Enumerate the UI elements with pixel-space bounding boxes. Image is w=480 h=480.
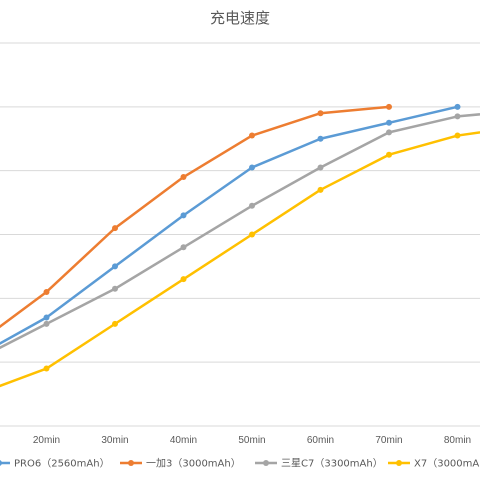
data-point	[386, 103, 392, 110]
data-point	[180, 212, 187, 219]
chart-title: 充电速度	[210, 9, 270, 27]
legend-swatch-marker	[263, 460, 269, 466]
legend-label: PRO6（2560mAh）	[14, 458, 110, 470]
x-axis-tick-labels: 20min 30min 40min 50min 60min 70min 80min	[33, 435, 471, 446]
legend-item: X7（3000mAh）	[388, 458, 480, 470]
x-tick-label: 60min	[307, 435, 334, 446]
x-tick-label: 30min	[101, 435, 128, 446]
data-point	[43, 365, 50, 372]
data-point	[112, 285, 118, 292]
data-point	[112, 263, 118, 270]
data-point	[43, 288, 50, 295]
series-line	[0, 105, 459, 345]
data-point	[249, 164, 255, 171]
x-tick-label: 50min	[238, 435, 265, 446]
data-point	[249, 231, 255, 238]
data-point	[43, 314, 50, 321]
series-group	[0, 103, 461, 345]
legend-item: 三星C7（3300mAh）	[255, 458, 383, 470]
data-point	[180, 174, 187, 181]
data-point	[180, 244, 187, 251]
data-point	[317, 186, 324, 193]
data-point	[454, 103, 461, 110]
x-tick-label: 20min	[33, 435, 60, 446]
legend-item: 一加3（3000mAh）	[120, 458, 241, 470]
data-point	[317, 164, 324, 171]
data-point	[112, 225, 118, 232]
data-point	[386, 151, 392, 158]
series-group	[0, 103, 392, 329]
gridlines	[0, 42, 480, 427]
data-point	[317, 135, 324, 142]
series-group	[0, 131, 480, 388]
series-lines	[0, 103, 480, 388]
legend-swatch-marker	[0, 460, 2, 466]
legend-label: 三星C7（3300mAh）	[281, 458, 383, 470]
data-point	[317, 110, 324, 117]
data-point	[180, 276, 187, 283]
data-point	[386, 119, 392, 126]
legend: PRO6（2560mAh） 一加3（3000mAh） 三星C7（3300mAh） X7…	[0, 458, 480, 470]
data-point	[454, 113, 461, 120]
data-point	[43, 320, 50, 327]
legend-item: PRO6（2560mAh）	[0, 458, 110, 470]
x-tick-label: 40min	[170, 435, 197, 446]
legend-swatch-marker	[396, 460, 402, 466]
series-group	[0, 113, 480, 350]
legend-swatch-marker	[128, 460, 134, 466]
data-point	[454, 132, 461, 139]
data-point	[112, 320, 118, 327]
data-point	[249, 202, 255, 209]
data-point	[386, 129, 392, 136]
legend-label: 一加3（3000mAh）	[146, 458, 241, 470]
data-point	[249, 132, 255, 139]
legend-label: X7（3000mAh）	[414, 458, 480, 470]
series-line	[0, 131, 480, 388]
x-tick-label: 70min	[375, 435, 402, 446]
x-tick-label: 80min	[444, 435, 471, 446]
